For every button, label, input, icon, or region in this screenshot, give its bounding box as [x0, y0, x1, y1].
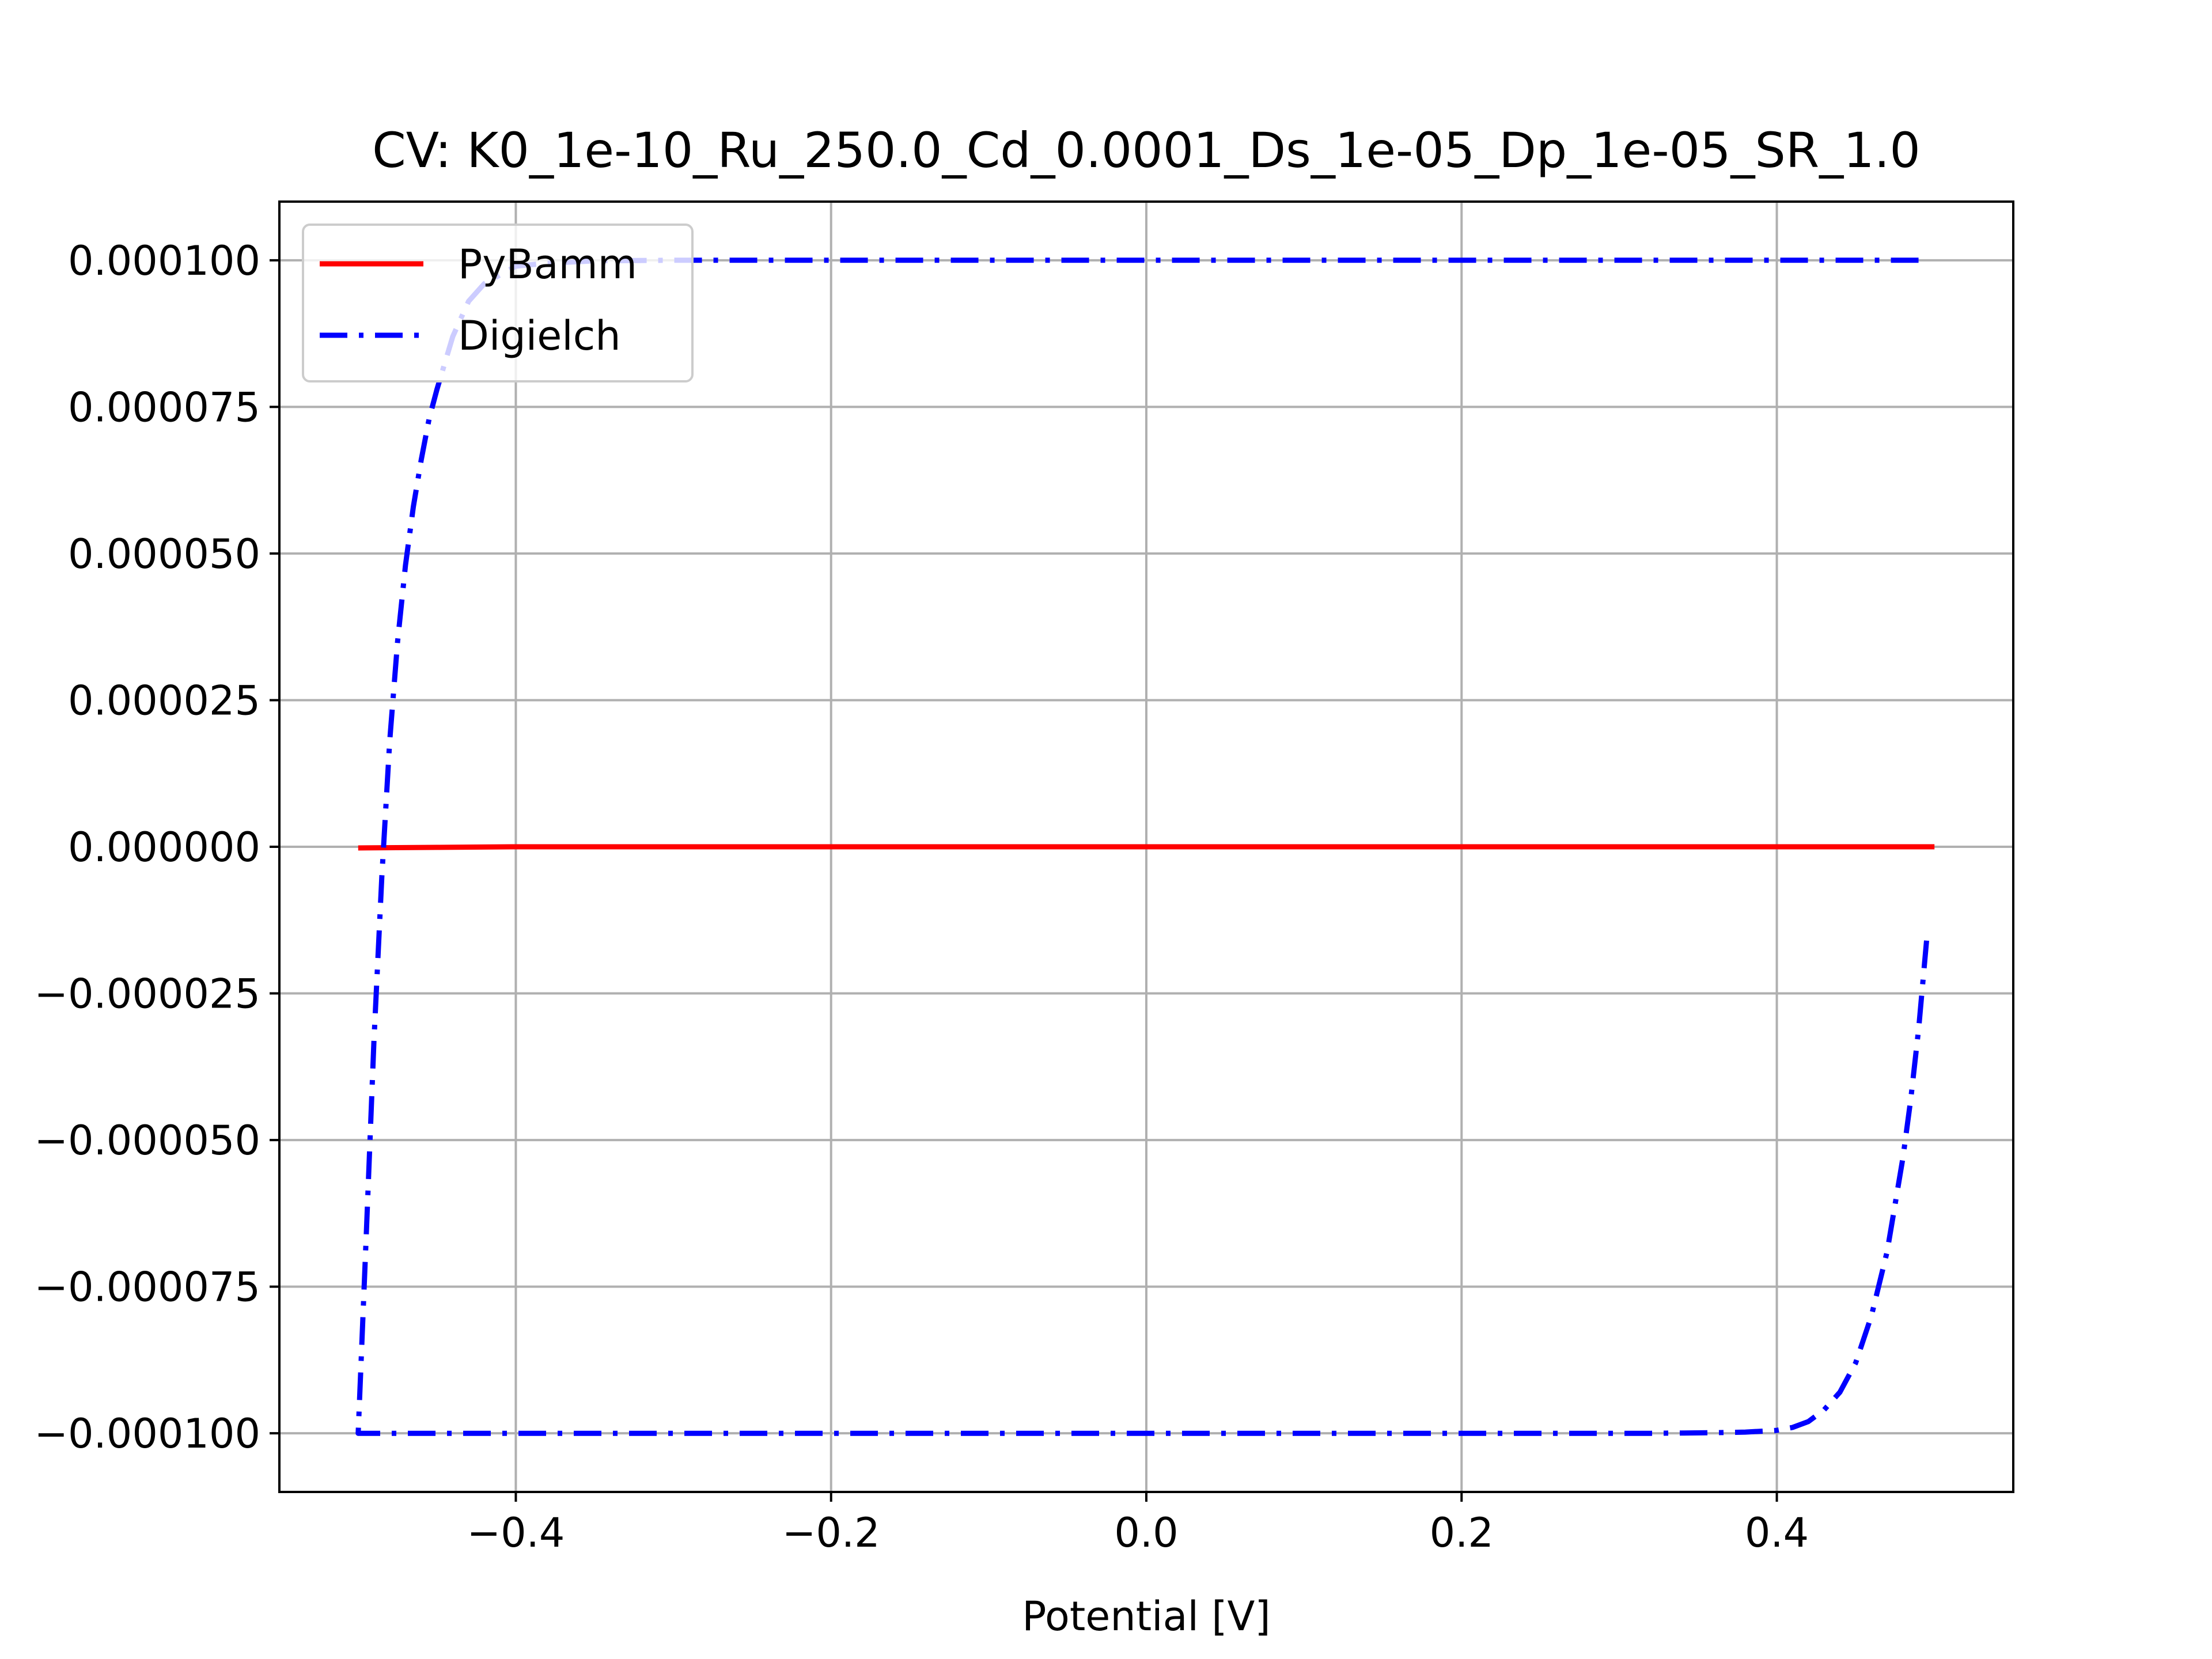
legend-label-pybamm: PyBamm: [458, 241, 637, 288]
y-tick-label: 0.000000: [68, 824, 260, 871]
y-tick-label: 0.000025: [68, 677, 260, 724]
series-line-digielch: [355, 257, 1929, 1436]
x-tick-label: 0.2: [1430, 1509, 1494, 1556]
x-tick-label: −0.4: [467, 1509, 565, 1556]
legend-label-digielch: Digielch: [458, 312, 621, 359]
y-tick-label: −0.000050: [34, 1117, 260, 1164]
y-tick-label: 0.000100: [68, 237, 260, 285]
x-tick-label: 0.0: [1114, 1509, 1178, 1556]
chart-title: CV: K0_1e-10_Ru_250.0_Cd_0.0001_Ds_1e-05…: [372, 122, 1921, 179]
y-tick-label: 0.000075: [68, 384, 260, 431]
legend: PyBamm Digielch: [302, 224, 694, 382]
y-tick-label: −0.000100: [34, 1410, 260, 1457]
y-tick-label: −0.000025: [34, 971, 260, 1018]
series-line-pybamm: [358, 844, 1935, 851]
axis-ticks: −0.4 −0.2 0.0 0.2 0.4 0.000100 0.000075 0.00005…: [34, 237, 1809, 1556]
y-tick-label: −0.000075: [34, 1264, 260, 1311]
x-tick-label: −0.2: [782, 1509, 880, 1556]
x-axis-label: Potential [V]: [1022, 1593, 1270, 1640]
x-tick-label: 0.4: [1745, 1509, 1809, 1556]
series-lines: [355, 257, 1935, 1436]
y-tick-label: 0.000050: [68, 531, 260, 578]
